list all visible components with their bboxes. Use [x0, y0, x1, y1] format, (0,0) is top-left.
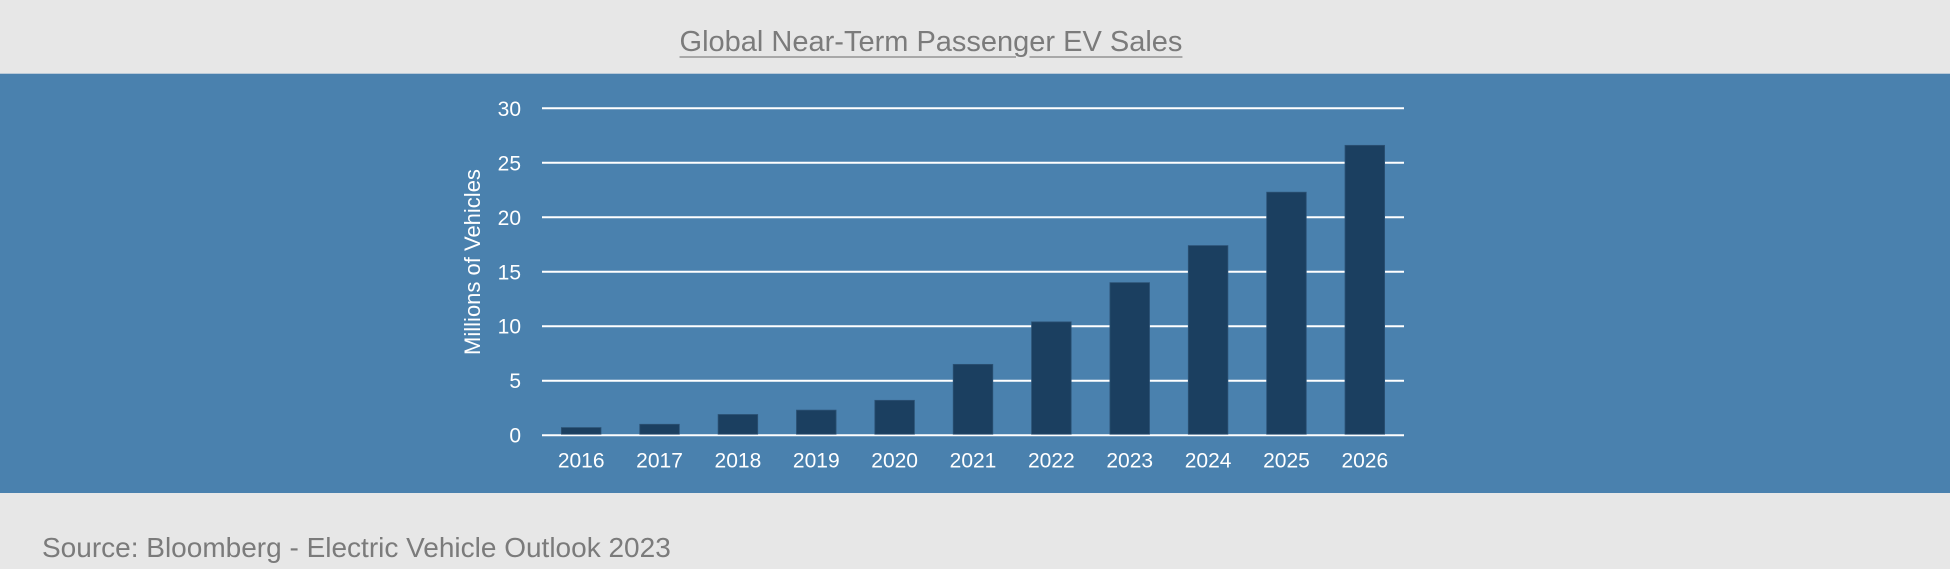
bar-2025	[1266, 191, 1307, 435]
x-tick-label: 2023	[1106, 450, 1153, 473]
bar-2024	[1187, 245, 1229, 435]
y-tick-label: 0	[509, 425, 521, 448]
bar-2023	[1109, 282, 1150, 435]
y-tick-label: 25	[498, 152, 521, 175]
bar-2026	[1344, 144, 1386, 435]
x-tick-label: 2019	[793, 450, 840, 473]
chart-title-container: Global Near-Term Passenger EV Sales	[0, 24, 1862, 60]
gridlines	[542, 107, 1404, 437]
bar-2019	[796, 409, 837, 435]
chart-title: Global Near-Term Passenger EV Sales	[679, 26, 1183, 58]
y-tick-label: 15	[498, 261, 521, 284]
x-tick-labels: 2016 2017 2018 2019 2020 2021 2022 2023 2024 2025…	[558, 450, 1388, 473]
y-tick-labels: 0 5 10 15 20 25 30	[498, 98, 521, 448]
bar-2022	[1031, 321, 1072, 435]
x-tick-label: 2017	[636, 450, 683, 473]
bar-2020	[874, 399, 915, 435]
x-tick-label: 2020	[871, 450, 918, 473]
x-tick-label: 2018	[715, 450, 762, 473]
x-tick-label: 2025	[1263, 450, 1310, 473]
bar-2016	[560, 427, 602, 435]
bar-2018	[717, 414, 759, 435]
x-tick-label: 2021	[950, 450, 997, 473]
bars	[560, 144, 1386, 435]
y-tick-label: 20	[498, 207, 521, 230]
y-axis-title: Millions of Vehicles	[460, 169, 485, 355]
y-tick-label: 30	[498, 98, 521, 121]
x-tick-label: 2016	[558, 450, 605, 473]
y-tick-label: 5	[509, 370, 521, 393]
x-tick-label: 2024	[1185, 450, 1232, 473]
source-note: Source: Bloomberg - Electric Vehicle Out…	[42, 532, 671, 563]
y-tick-label: 10	[498, 316, 521, 339]
x-tick-label: 2022	[1028, 450, 1075, 473]
bar-2021	[952, 363, 994, 435]
x-tick-label: 2026	[1341, 450, 1388, 473]
bar-2017	[639, 423, 680, 435]
